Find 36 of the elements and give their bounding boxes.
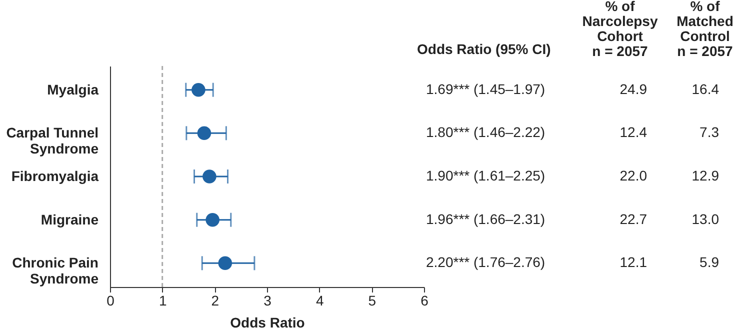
x-tick-label: 5 (368, 292, 376, 308)
text: 5.9 (700, 254, 720, 270)
y-tick-label: Fibromyalgia (11, 168, 99, 184)
text: 12.9 (692, 168, 720, 184)
x-tick-label: 6 (420, 292, 429, 308)
data-label: 1.90*** (1.61–2.25) (426, 168, 546, 184)
y-tick-label: Myalgia (47, 81, 99, 98)
y-tick-label: Chronic Pain Syndrome (12, 254, 99, 287)
text: 7.3 (700, 124, 720, 140)
x-axis-title: Odds Ratio (230, 314, 305, 330)
x-tick-label: 1 (158, 292, 167, 308)
text: 22.7 (620, 210, 648, 227)
point (206, 212, 220, 227)
data-label: 1.80*** (1.46–2.22) (426, 124, 546, 140)
point (218, 256, 232, 270)
text: % of Matched Control n = 2057 (676, 0, 734, 59)
y-tick-label: Migraine (40, 211, 99, 228)
data-label: 1.96*** (1.66–2.31) (426, 210, 546, 227)
y-tick-label: Carpal Tunnel Syndrome (6, 124, 99, 157)
point (202, 170, 216, 184)
text: 12.1 (620, 254, 648, 270)
text: 13.0 (692, 210, 720, 227)
point (197, 126, 212, 140)
text: 24.9 (620, 80, 648, 97)
text: 16.4 (692, 80, 720, 97)
point (192, 82, 206, 97)
text: 12.4 (620, 124, 648, 140)
data-label: 1.69*** (1.45–1.97) (426, 80, 546, 97)
x-tick-label: 3 (264, 292, 272, 308)
x-tick-label: 4 (316, 292, 324, 308)
text: Odds Ratio (95% CI) (417, 41, 551, 57)
x-tick-label: 0 (106, 292, 115, 308)
data-label: 2.20*** (1.76–2.76) (426, 254, 546, 270)
x-tick-label: 2 (211, 292, 220, 308)
text: 22.0 (620, 168, 648, 184)
text: % of Narcolepsy Cohort n = 2057 (582, 0, 658, 59)
